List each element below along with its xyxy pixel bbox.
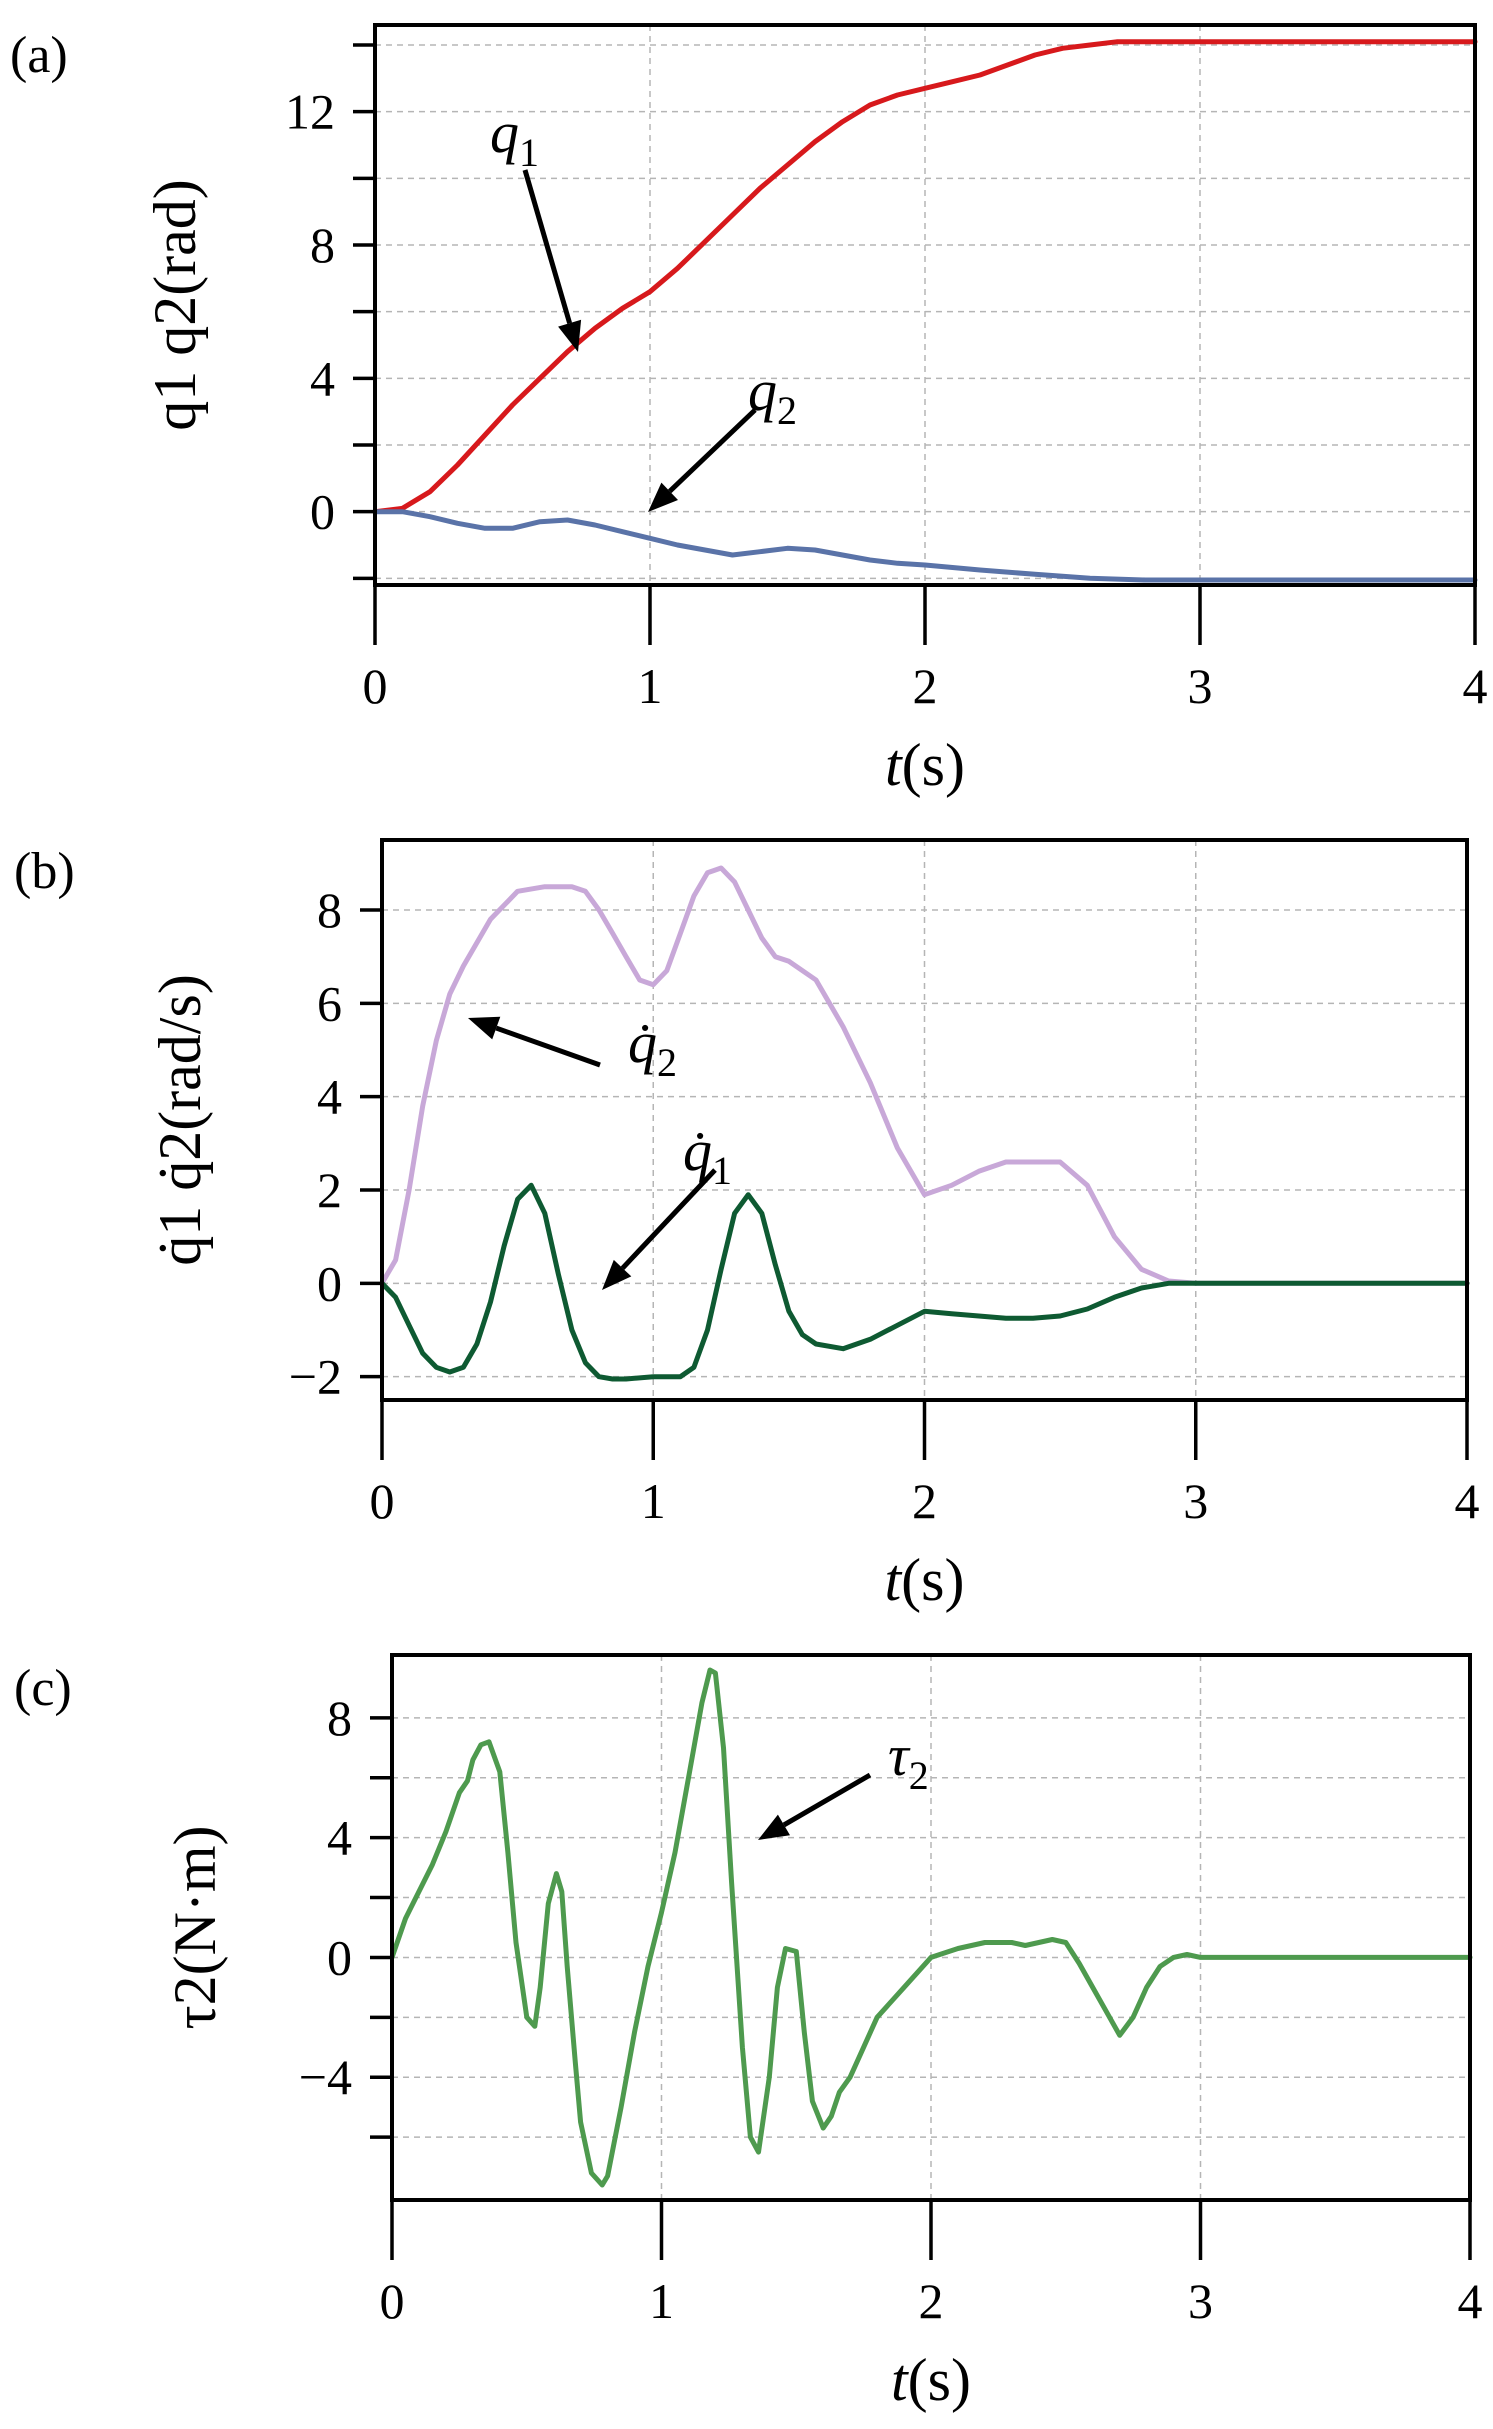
y-tick-label: 4	[310, 350, 335, 406]
x-tick-label: 2	[912, 1473, 937, 1529]
x-tick-label: 0	[380, 2273, 405, 2329]
y-axis-title: q1 q2(rad)	[142, 179, 208, 431]
series-label-τ2-main: τ	[888, 1723, 911, 1788]
x-tick-label: 1	[641, 1473, 666, 1529]
x-tick-label: 2	[913, 658, 938, 714]
x-tick-label: 0	[363, 658, 388, 714]
x-tick-label: 0	[370, 1473, 395, 1529]
x-tick-label: 3	[1188, 658, 1213, 714]
y-tick-label: 12	[285, 84, 335, 140]
x-tick-label: 1	[649, 2273, 674, 2329]
x-axis-title-unit: (s)	[908, 2347, 971, 2413]
annotation-arrowhead	[758, 1814, 790, 1840]
x-tick-label: 3	[1183, 1473, 1208, 1529]
x-axis-title: t(s)	[891, 2347, 971, 2413]
series-label-q1-sub: 1	[712, 1148, 732, 1193]
y-tick-label: 8	[310, 217, 335, 273]
y-tick-label: −2	[289, 1349, 342, 1405]
annotation-arrow-line	[667, 408, 757, 494]
annotation-arrow-line	[522, 169, 573, 324]
series-label-q1: q1	[490, 100, 539, 175]
series-label-τ2: τ2	[888, 1723, 929, 1798]
y-tick-label: 4	[317, 1069, 342, 1125]
series-label-q1-sub: 1	[519, 130, 539, 175]
y-axis-title: q̇1 q̇2(rad/s)	[147, 974, 213, 1266]
series-label-q1-main: q̇	[683, 1118, 712, 1183]
series-label-q1: q̇1	[683, 1118, 732, 1193]
series-label-q2-main: q	[748, 358, 777, 423]
x-tick-label: 1	[638, 658, 663, 714]
y-axis-title: τ2(N·m)	[162, 1825, 228, 2029]
series-label-q2: q2	[748, 358, 797, 433]
annotation-arrowhead	[602, 1259, 632, 1290]
y-tick-label: −4	[299, 2049, 352, 2105]
x-tick-label: 4	[1463, 658, 1488, 714]
y-tick-label: 2	[317, 1162, 342, 1218]
x-tick-label: 4	[1458, 2273, 1483, 2329]
annotation-arrow-line	[620, 1168, 717, 1270]
annotation-arrow-line	[495, 1025, 601, 1068]
annotation-arrowhead	[648, 482, 678, 512]
panel-label: (a)	[10, 27, 68, 84]
series-line-q1	[372, 39, 1478, 515]
y-tick-label: 8	[317, 882, 342, 938]
y-tick-label: 0	[317, 1255, 342, 1311]
x-axis-title: t(s)	[885, 732, 965, 798]
series-line-τ2	[389, 1667, 1473, 2188]
series-label-q2-sub: 2	[777, 388, 797, 433]
series-label-q2-sub: 2	[657, 1040, 677, 1085]
x-axis-title-var: t	[891, 2347, 909, 2413]
series-line-q2	[372, 509, 1478, 583]
series-label-q1-main: q	[490, 100, 519, 165]
x-tick-label: 4	[1455, 1473, 1480, 1529]
series-line-q̇1	[379, 1182, 1470, 1382]
series-line-q̇2	[379, 865, 1470, 1286]
annotation-arrow-line	[782, 1772, 872, 1828]
x-axis-title-unit: (s)	[902, 732, 965, 798]
y-tick-label: 4	[327, 1810, 352, 1866]
y-tick-label: 0	[310, 484, 335, 540]
annotation-arrowhead	[558, 319, 582, 352]
x-axis-title: t(s)	[885, 1547, 965, 1613]
x-axis-title-var: t	[885, 732, 903, 798]
panel-label: (c)	[14, 1660, 72, 1717]
x-tick-label: 3	[1188, 2273, 1213, 2329]
y-tick-label: 6	[317, 975, 342, 1031]
y-tick-label: 0	[327, 1929, 352, 1985]
x-tick-label: 2	[919, 2273, 944, 2329]
annotation-arrowhead	[468, 1016, 501, 1040]
panel-label: (b)	[14, 843, 75, 900]
y-tick-label: 8	[327, 1690, 352, 1746]
x-axis-title-var: t	[885, 1547, 903, 1613]
x-axis-title-unit: (s)	[901, 1547, 964, 1613]
series-label-q2: q̇2	[628, 1010, 677, 1085]
series-label-q2-main: q̇	[628, 1010, 657, 1075]
series-label-τ2-sub: 2	[909, 1753, 929, 1798]
